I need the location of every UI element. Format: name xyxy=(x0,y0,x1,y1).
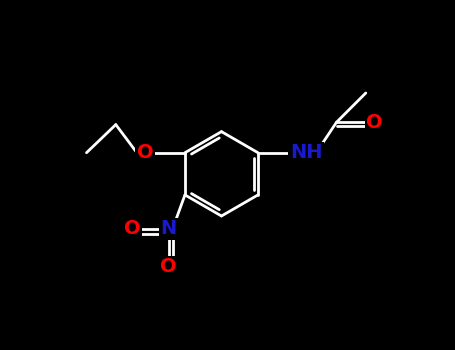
Text: O: O xyxy=(137,143,153,162)
Text: O: O xyxy=(366,113,383,132)
Text: O: O xyxy=(160,258,177,277)
Text: N: N xyxy=(161,219,177,238)
Text: O: O xyxy=(124,219,141,238)
Text: NH: NH xyxy=(290,143,322,162)
